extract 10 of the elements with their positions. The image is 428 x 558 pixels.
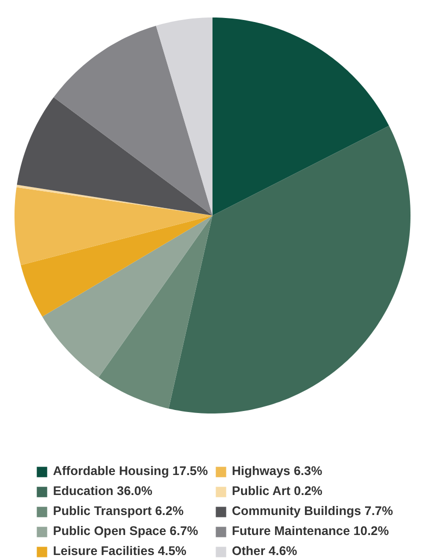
legend-label: Leisure Facilities 4.5% <box>52 544 186 558</box>
legend-label: Education 36.0% <box>52 484 152 498</box>
legend-label: Highways 6.3% <box>232 464 322 478</box>
legend-label: Affordable Housing 17.5% <box>52 464 208 478</box>
legend-label: Future Maintenance 10.2% <box>232 524 389 538</box>
legend-label: Public Art 0.2% <box>232 484 322 498</box>
legend-label: Public Transport 6.2% <box>52 504 184 518</box>
legend-label: Community Buildings 7.7% <box>232 504 394 518</box>
legend-label: Public Open Space 6.7% <box>52 524 198 538</box>
legend-label: Other 4.6% <box>232 544 298 558</box>
